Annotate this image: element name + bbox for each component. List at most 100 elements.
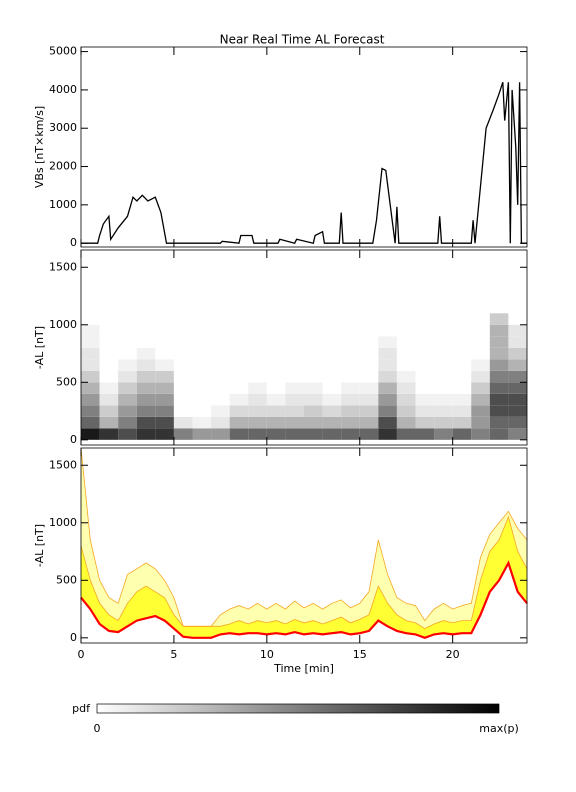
pdf-cell [489,382,509,394]
y-tick-label: 0 [70,236,77,249]
pdf-cell [229,393,249,406]
pdf-cell [155,416,174,429]
pdf-cell [266,405,286,417]
pdf-cell [248,393,267,406]
pdf-cell [322,347,342,360]
pdf-cell [434,347,453,360]
y-tick-label: 500 [56,375,77,388]
colorbar-label: pdf [72,702,91,715]
pdf-cell [396,336,416,348]
pdf-cell [396,393,416,406]
pdf-cell [248,324,267,337]
pdf-cell [489,313,509,325]
panel: 0 500 1000 1500 0 5 10 15 20 -AL [nT] Time [min] [33,447,528,675]
pdf-cell [211,347,230,360]
pdf-cell [434,405,453,417]
pdf-cell [341,313,360,325]
pdf-cell [508,336,527,348]
pdf-cell [192,370,212,383]
pdf-cell [322,405,342,417]
pdf-cell [285,359,304,371]
y-tick-label: 0 [70,631,77,644]
pdf-cell [359,347,379,360]
pdf-cell [434,416,453,429]
pdf-cell [359,428,379,440]
pdf-cell [452,382,472,394]
pdf-cell [99,359,119,371]
y-tick-label: 3000 [49,121,77,134]
pdf-cell [229,370,249,383]
pdf-cell [248,416,267,429]
pdf-cell [136,382,156,394]
median-line [80,560,528,639]
pdf-cell [341,336,360,348]
x-axis-label: Time [min] [273,662,334,675]
pdf-cell [229,416,249,429]
pdf-cell [81,393,100,406]
pdf-cell [229,313,249,325]
pdf-cell [452,347,472,360]
pdf-cell [192,416,212,429]
chart-title: Near Real Time AL Forecast [220,33,385,47]
y-tick-label: 4000 [49,83,77,96]
pdf-cell [304,428,323,440]
pdf-cell [508,324,527,337]
pdf-cell [415,393,435,406]
pdf-cell [359,313,379,325]
pdf-cell [341,405,360,417]
pdf-cell [304,370,323,383]
pdf-cell [155,336,174,348]
pdf-cell [229,428,249,440]
pdf-cell [136,428,156,440]
pdf-cell [396,382,416,394]
pdf-cell [81,382,100,394]
pdf-cell [192,313,212,325]
pdf-cell [452,313,472,325]
pdf-cell [489,393,509,406]
pdf-cell [248,382,267,394]
y-tick-label: 1500 [49,260,77,273]
pdf-cell [415,382,435,394]
pdf-cell [266,370,286,383]
pdf-cell [99,416,119,429]
pdf-cell [118,313,137,325]
pdf-cell [378,405,397,417]
pdf-cell [452,336,472,348]
pdf-cell [248,347,267,360]
colorbar-min: 0 [94,722,101,735]
y-axis-label: -AL [nT] [33,524,46,567]
pdf-cell [99,347,119,360]
pdf-cell [192,324,212,337]
pdf-cell [415,428,435,440]
plot-frame [80,46,528,248]
y-axis-label: VBs [nT×km/s] [33,106,46,188]
pdf-cell [508,359,527,371]
pdf-cell [266,393,286,406]
colorbar [96,703,500,714]
pdf-cell [155,324,174,337]
pdf-cell [99,428,119,440]
pdf-cell [81,336,100,348]
pdf-cell [248,359,267,371]
pdf-cell [266,347,286,360]
pdf-cell [173,405,193,417]
pdf-cell [155,428,174,440]
pdf-cell [396,428,416,440]
pdf-cell [173,370,193,383]
pdf-cell [415,405,435,417]
pdf-cell [489,370,509,383]
pdf-cell [415,324,435,337]
pdf-cell [155,405,174,417]
pdf-cell [452,324,472,337]
pdf-cell [99,313,119,325]
pdf-cell [248,313,267,325]
pdf-cell [173,393,193,406]
pdf-cell [118,370,137,383]
pdf-cell [304,324,323,337]
pdf-cell [322,416,342,429]
pdf-cell [285,324,304,337]
pdf-cell [118,393,137,406]
pdf-cell [378,347,397,360]
pdf-cell [471,370,490,383]
pdf-cell [489,416,509,429]
